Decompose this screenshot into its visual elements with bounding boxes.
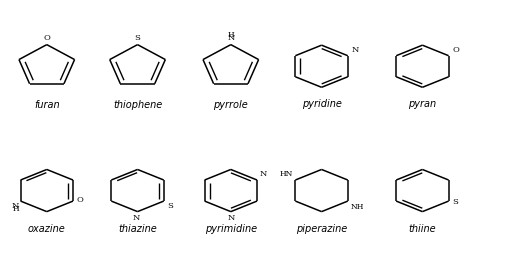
Text: pyridine: pyridine (302, 99, 342, 109)
Text: thiophene: thiophene (113, 100, 162, 110)
Text: O: O (43, 34, 50, 42)
Text: N: N (12, 203, 19, 210)
Text: H: H (13, 205, 19, 213)
Text: N: N (351, 46, 358, 54)
Text: O: O (77, 196, 83, 204)
Text: N: N (133, 214, 140, 222)
Text: thiine: thiine (409, 224, 436, 234)
Text: S: S (134, 34, 140, 42)
Text: S: S (453, 198, 458, 206)
Text: thiazine: thiazine (118, 224, 157, 234)
Text: N: N (227, 34, 235, 43)
Text: S: S (167, 203, 173, 210)
Text: pyrimidine: pyrimidine (205, 224, 257, 234)
Text: HN: HN (279, 170, 293, 178)
Text: piperazine: piperazine (296, 224, 347, 234)
Text: pyrrole: pyrrole (213, 100, 248, 110)
Text: O: O (452, 46, 459, 54)
Text: N: N (260, 170, 267, 178)
Text: pyran: pyran (408, 99, 437, 109)
Text: N: N (227, 214, 235, 222)
Text: NH: NH (350, 203, 364, 211)
Text: furan: furan (34, 100, 60, 110)
Text: oxazine: oxazine (28, 224, 65, 234)
Text: H: H (228, 31, 234, 39)
